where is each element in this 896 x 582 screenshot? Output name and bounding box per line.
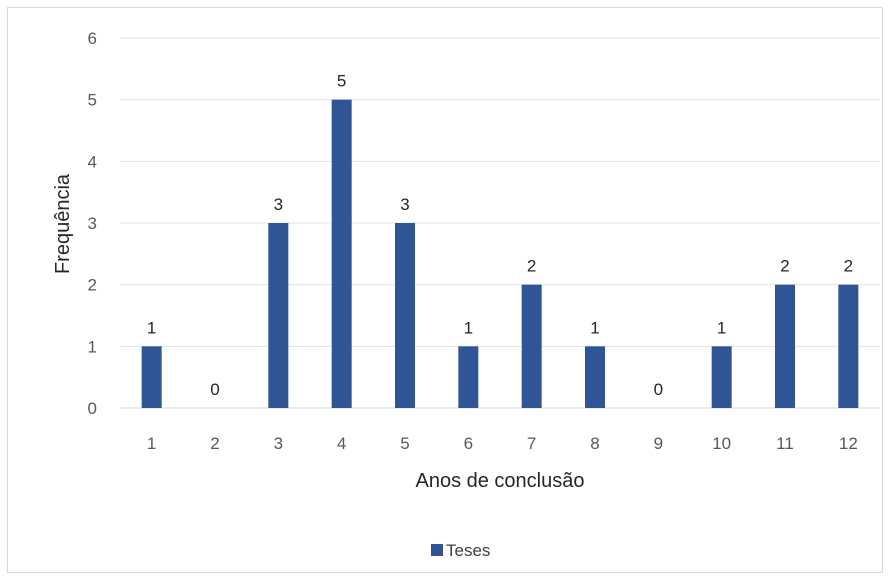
x-tick-label: 1 [147,434,156,453]
x-tick-label: 3 [274,434,283,453]
y-tick-label: 5 [88,91,97,110]
data-label: 2 [780,257,789,276]
data-label: 0 [210,380,219,399]
data-label: 5 [337,72,346,91]
bars [141,99,859,409]
legend-label: Teses [446,541,490,560]
y-axis-title: Frequência [52,173,74,274]
bar [585,346,605,408]
data-label: 1 [590,318,599,337]
data-labels: 1 0 3 5 3 1 2 1 0 1 2 2 [147,72,853,399]
x-tick-label: 10 [712,434,731,453]
bar [458,346,479,408]
bar [395,223,415,408]
data-label: 3 [400,195,409,214]
x-tick-label: 5 [400,434,409,453]
x-axis-ticks: 1 2 3 4 5 6 7 8 9 10 11 12 [147,434,858,453]
bar [775,284,795,408]
bar [521,284,542,408]
y-tick-label: 2 [88,276,97,295]
y-tick-label: 1 [88,337,97,356]
x-tick-label: 2 [210,434,219,453]
grid-lines [120,37,880,409]
y-tick-label: 4 [88,152,97,171]
legend-swatch [431,544,443,556]
x-tick-label: 4 [337,434,346,453]
data-label: 2 [844,257,853,276]
data-label: 1 [464,318,473,337]
x-axis-title: Anos de conclusão [415,470,584,492]
data-label: 0 [654,380,663,399]
legend: Teses [431,541,490,560]
y-tick-label: 3 [88,214,97,233]
y-tick-label: 6 [88,29,97,48]
bar [268,223,289,408]
bar [711,346,732,408]
chart-frame [7,7,883,573]
x-tick-label: 7 [527,434,536,453]
x-tick-label: 6 [464,434,473,453]
x-tick-label: 9 [654,434,663,453]
y-tick-label: 0 [88,399,97,418]
data-label: 2 [527,257,536,276]
bar [331,99,352,409]
x-tick-label: 12 [839,434,858,453]
bar [838,284,859,408]
x-tick-label: 11 [776,434,794,453]
data-label: 1 [717,318,726,337]
data-label: 3 [274,195,283,214]
bar [141,346,162,408]
x-tick-label: 8 [590,434,599,453]
data-label: 1 [147,318,156,337]
y-axis-ticks: 0 1 2 3 4 5 6 [88,29,97,418]
